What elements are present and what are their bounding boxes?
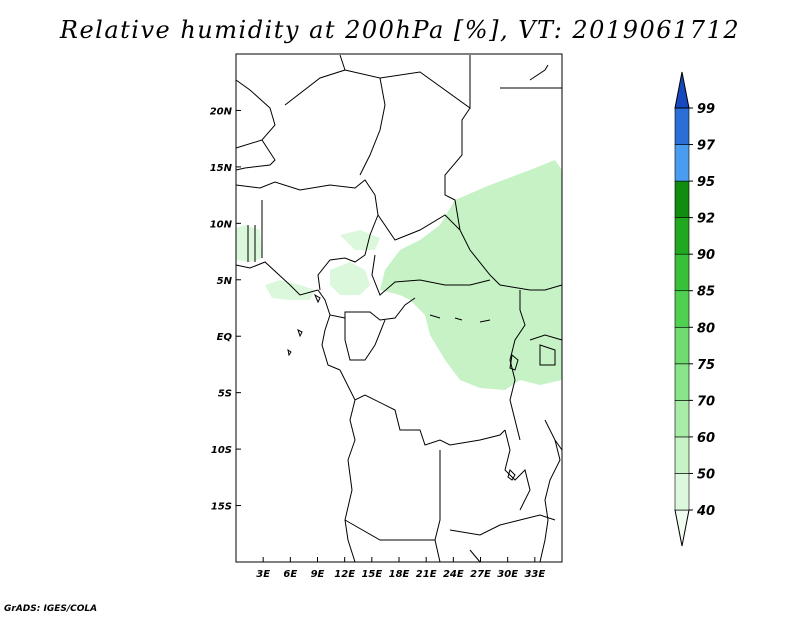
humidity-region-west bbox=[236, 225, 262, 262]
y-axis-ticks: 20N 15N 10N 5N EQ 5S 10S 15S bbox=[210, 106, 241, 513]
x-tick-label: 33E bbox=[524, 569, 545, 580]
border-line bbox=[344, 450, 441, 541]
country-borders bbox=[235, 54, 563, 563]
grads-credit: GrADS: IGES/COLA bbox=[4, 604, 98, 614]
humidity-region-center bbox=[330, 262, 370, 295]
colorbar-box bbox=[674, 400, 690, 438]
colorbar-box bbox=[674, 180, 690, 218]
island-outline bbox=[313, 293, 321, 304]
border-line bbox=[539, 419, 561, 563]
colorbar-label: 80 bbox=[697, 321, 715, 336]
colorbar-box bbox=[674, 363, 690, 401]
border-line bbox=[235, 139, 276, 171]
border-line bbox=[529, 334, 563, 341]
lake-outline bbox=[509, 354, 519, 371]
x-tick-label: 12E bbox=[334, 569, 355, 580]
colorbar-box bbox=[674, 436, 690, 474]
island-outline bbox=[287, 348, 292, 357]
border-line bbox=[344, 69, 386, 176]
border-line bbox=[539, 344, 556, 366]
x-tick-label: 21E bbox=[416, 569, 437, 580]
y-tick-label: 5S bbox=[218, 389, 232, 400]
colorbar-label: 85 bbox=[697, 285, 715, 300]
x-tick-label: 6E bbox=[283, 569, 297, 580]
island-outline bbox=[529, 64, 549, 81]
border-line bbox=[449, 514, 556, 536]
map-title: Relative humidity at 200hPa [%], VT: 201… bbox=[59, 16, 741, 44]
colorbar-label: 95 bbox=[697, 175, 715, 190]
colorbar-label: 75 bbox=[697, 358, 715, 373]
colorbar-label: 70 bbox=[697, 394, 715, 409]
y-tick-label: 20N bbox=[210, 106, 233, 117]
colorbar-box bbox=[674, 217, 690, 255]
colorbar-label: 99 bbox=[697, 102, 715, 117]
y-tick-label: 15S bbox=[211, 502, 232, 513]
border-line bbox=[469, 549, 481, 563]
x-tick-label: 9E bbox=[311, 569, 325, 580]
border-line bbox=[317, 194, 379, 291]
border-line bbox=[235, 261, 319, 296]
border-line bbox=[371, 254, 491, 296]
colorbar-label: 40 bbox=[696, 504, 715, 519]
colorbar-extend-high bbox=[674, 71, 690, 109]
border-line bbox=[444, 107, 471, 231]
y-tick-label: 10S bbox=[211, 445, 232, 456]
x-tick-label: 24E bbox=[443, 569, 464, 580]
border-line bbox=[434, 539, 441, 563]
y-tick-label: EQ bbox=[217, 332, 233, 343]
colorbar-label: 90 bbox=[697, 248, 715, 263]
x-tick-label: 18E bbox=[389, 569, 410, 580]
border-line bbox=[344, 399, 356, 563]
x-tick-label: 15E bbox=[361, 569, 382, 580]
border-line bbox=[429, 314, 491, 323]
colorbar-box bbox=[674, 473, 690, 511]
border-line bbox=[554, 439, 563, 451]
border-line bbox=[377, 214, 563, 291]
x-tick-label: 3E bbox=[256, 569, 270, 580]
island-outline bbox=[297, 329, 303, 338]
colorbar-box bbox=[674, 144, 690, 182]
colorbar-box bbox=[674, 326, 690, 365]
border-line bbox=[321, 314, 341, 371]
x-axis-ticks: 3E 6E 9E 12E 15E 18E 21E 24E 27E 30E 33E bbox=[256, 557, 545, 580]
colorbar-box bbox=[674, 290, 690, 328]
colorbar-box bbox=[674, 253, 690, 292]
border-line bbox=[504, 429, 531, 511]
border-line bbox=[344, 318, 386, 361]
y-tick-label: 15N bbox=[210, 163, 233, 174]
humidity-region-north-strip bbox=[340, 230, 380, 250]
border-line bbox=[379, 55, 471, 109]
border-line bbox=[284, 54, 346, 106]
colorbar-label: 92 bbox=[697, 212, 715, 227]
border-line bbox=[317, 289, 416, 321]
x-tick-label: 27E bbox=[470, 569, 491, 580]
colorbar-label: 50 bbox=[697, 467, 715, 482]
x-tick-label: 30E bbox=[497, 569, 518, 580]
colorbar-extend-low bbox=[674, 509, 690, 547]
humidity-region-coast bbox=[265, 280, 315, 300]
y-tick-label: 5N bbox=[217, 276, 233, 287]
y-tick-label: 10N bbox=[210, 219, 233, 230]
lake-outline bbox=[507, 469, 516, 481]
border-line bbox=[509, 290, 526, 441]
colorbar-box bbox=[674, 107, 690, 145]
colorbar: 40 50 60 70 75 80 85 90 92 95 97 99 bbox=[674, 71, 716, 547]
humidity-region-central-africa bbox=[380, 160, 562, 390]
border-line bbox=[235, 79, 276, 149]
border-line bbox=[235, 179, 376, 196]
colorbar-label: 97 bbox=[697, 139, 716, 154]
colorbar-label: 60 bbox=[697, 431, 715, 446]
border-line bbox=[247, 225, 256, 262]
